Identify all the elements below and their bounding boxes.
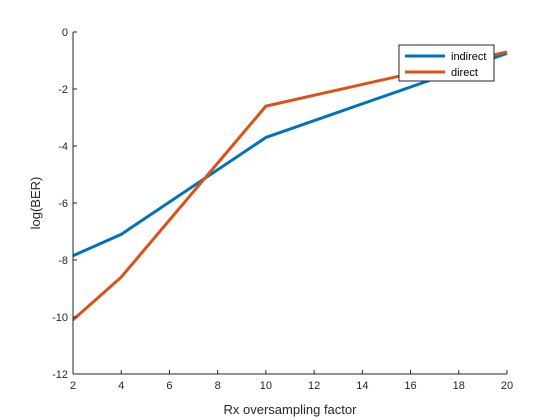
x-tick-label: 20 <box>501 380 513 392</box>
y-tick-label: -10 <box>52 312 68 324</box>
x-tick-label: 18 <box>453 380 465 392</box>
x-tick-label: 14 <box>356 380 368 392</box>
x-axis-label: Rx oversampling factor <box>224 402 358 417</box>
plot-area <box>73 32 507 374</box>
series-line-direct <box>72 50 508 321</box>
y-tick-label: -12 <box>52 369 68 381</box>
x-tick-label: 10 <box>260 380 272 392</box>
y-tick-label: -4 <box>58 141 68 153</box>
legend: indirect direct <box>398 44 495 82</box>
y-axis-label: log(BER) <box>28 177 43 230</box>
axes <box>72 31 508 375</box>
tick-labels: 2 4 6 8 10 12 14 16 18 20 0 -2 -4 -6 -8 -10 -12 <box>52 27 513 392</box>
plot-background <box>73 32 507 374</box>
legend-label-direct: direct <box>451 67 478 79</box>
x-tick-label: 2 <box>70 380 76 392</box>
y-tick-label: -2 <box>58 84 68 96</box>
legend-box <box>398 44 495 82</box>
x-tick-label: 4 <box>118 380 124 392</box>
legend-label-indirect: indirect <box>451 51 486 63</box>
x-tick-label: 16 <box>404 380 416 392</box>
series-layer <box>72 50 508 321</box>
y-tick-label: -6 <box>58 198 68 210</box>
y-tick-label: 0 <box>62 27 68 39</box>
x-tick-label: 6 <box>166 380 172 392</box>
x-tick-label: 12 <box>308 380 320 392</box>
y-tick-label: -8 <box>58 255 68 267</box>
series-line-indirect <box>72 51 508 258</box>
x-tick-label: 8 <box>215 380 221 392</box>
